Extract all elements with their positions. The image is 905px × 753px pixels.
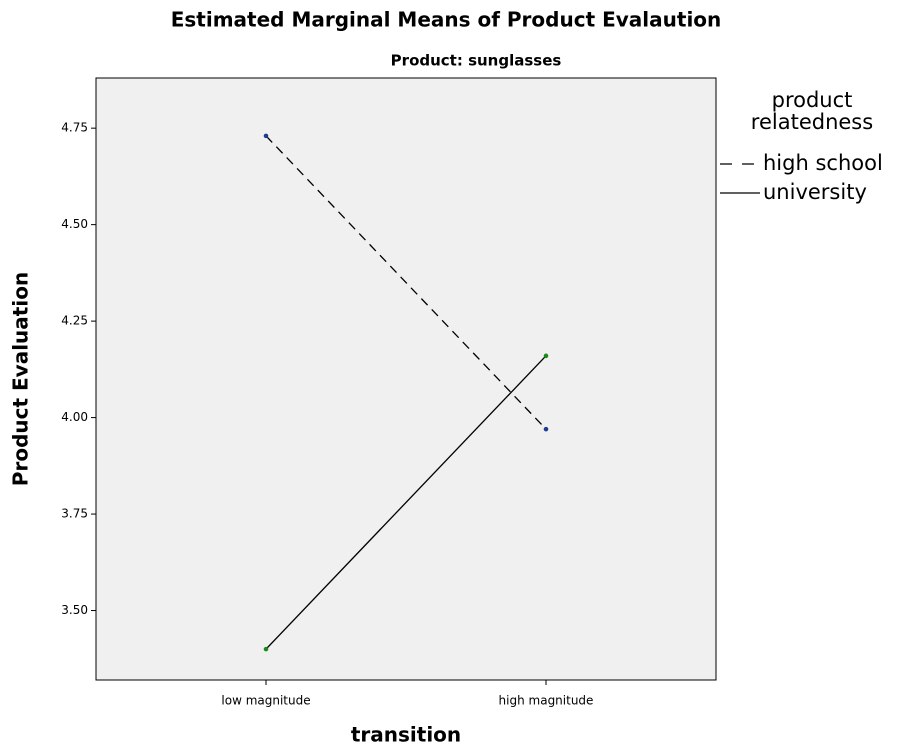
series-line	[265, 135, 547, 430]
legend-label: university	[763, 180, 867, 204]
series-line	[265, 355, 547, 650]
y-tick-label: 4.25	[61, 314, 88, 328]
x-tick-label: high magnitude	[499, 694, 594, 708]
plot-area	[95, 77, 717, 681]
point	[263, 133, 269, 139]
x-tick-label: low magnitude	[221, 694, 310, 708]
point	[263, 646, 269, 652]
point	[543, 353, 549, 359]
y-axis-title: Product Evaluation	[9, 272, 33, 486]
chart-subtitle: Product: sunglasses	[391, 52, 562, 70]
legend-title: product relatedness	[750, 88, 874, 134]
legend-label: high school	[763, 151, 883, 175]
point	[543, 426, 549, 432]
y-tick-label: 4.75	[61, 121, 88, 135]
chart-title: Estimated Marginal Means of Product Eval…	[171, 8, 722, 32]
y-tick-label: 3.50	[61, 603, 88, 617]
x-axis-title: transition	[351, 723, 461, 747]
y-tick-label: 4.00	[61, 410, 88, 424]
y-tick-label: 3.75	[61, 507, 88, 521]
y-tick-label: 4.50	[61, 217, 88, 231]
